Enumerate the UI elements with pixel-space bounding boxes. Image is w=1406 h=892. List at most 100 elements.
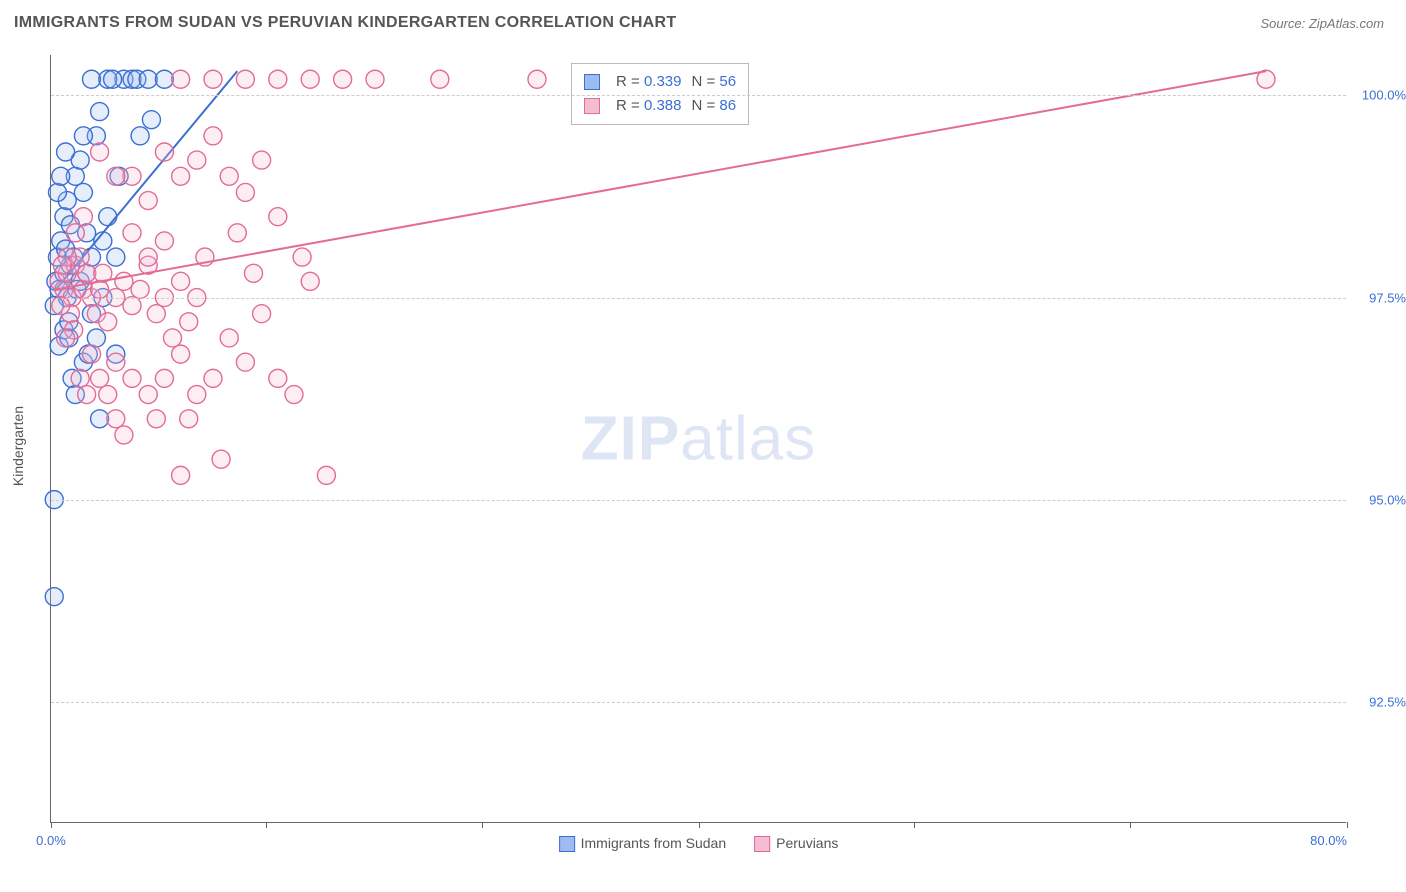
x-tick-label: 80.0%	[1310, 833, 1347, 848]
gridline	[51, 95, 1346, 96]
data-point	[220, 167, 238, 185]
data-point	[155, 143, 173, 161]
x-tick	[1347, 822, 1348, 828]
data-point	[53, 256, 71, 274]
data-point	[131, 127, 149, 145]
data-point	[91, 369, 109, 387]
data-point	[48, 183, 66, 201]
x-tick	[266, 822, 267, 828]
gridline	[51, 298, 1346, 299]
data-point	[188, 386, 206, 404]
data-point	[57, 329, 75, 347]
data-point	[147, 305, 165, 323]
legend-row: R = 0.339N = 56	[584, 70, 736, 94]
data-point	[155, 232, 173, 250]
data-point	[123, 224, 141, 242]
data-point	[52, 167, 70, 185]
data-point	[91, 410, 109, 428]
data-point	[123, 297, 141, 315]
data-point	[172, 345, 190, 363]
data-point	[107, 353, 125, 371]
gridline	[51, 702, 1346, 703]
data-point	[220, 329, 238, 347]
y-tick-label: 92.5%	[1351, 694, 1406, 709]
y-axis-label: Kindergarten	[10, 406, 26, 486]
data-point	[139, 386, 157, 404]
data-point	[269, 70, 287, 88]
data-point	[147, 410, 165, 428]
data-point	[236, 353, 254, 371]
data-point	[172, 70, 190, 88]
data-point	[253, 305, 271, 323]
x-tick	[1130, 822, 1131, 828]
source-label: Source: ZipAtlas.com	[1260, 16, 1384, 31]
chart-title: IMMIGRANTS FROM SUDAN VS PERUVIAN KINDER…	[14, 14, 676, 31]
data-point	[317, 466, 335, 484]
data-point	[78, 386, 96, 404]
data-point	[155, 369, 173, 387]
data-point	[104, 70, 122, 88]
data-point	[91, 103, 109, 121]
data-point	[180, 410, 198, 428]
data-point	[99, 386, 117, 404]
x-tick	[482, 822, 483, 828]
data-point	[74, 208, 92, 226]
data-point	[245, 264, 263, 282]
data-point	[180, 313, 198, 331]
data-point	[172, 167, 190, 185]
data-point	[212, 450, 230, 468]
data-point	[301, 272, 319, 290]
plot-area: ZIPatlas R = 0.339N = 56R = 0.388N = 86 …	[50, 55, 1346, 823]
data-point	[57, 143, 75, 161]
data-point	[74, 183, 92, 201]
data-point	[139, 192, 157, 210]
data-point	[269, 369, 287, 387]
gridline	[51, 500, 1346, 501]
data-point	[87, 329, 105, 347]
data-point	[204, 127, 222, 145]
x-tick	[51, 822, 52, 828]
x-tick-label: 0.0%	[36, 833, 66, 848]
data-point	[115, 426, 133, 444]
data-point	[269, 208, 287, 226]
legend-item: Immigrants from Sudan	[559, 835, 727, 852]
data-point	[204, 369, 222, 387]
data-point	[83, 345, 101, 363]
data-point	[99, 313, 117, 331]
x-tick	[699, 822, 700, 828]
data-point	[334, 70, 352, 88]
data-point	[139, 248, 157, 266]
data-point	[91, 143, 109, 161]
data-point	[172, 466, 190, 484]
data-point	[99, 208, 117, 226]
data-point	[142, 111, 160, 129]
data-point	[71, 369, 89, 387]
legend-item: Peruvians	[754, 835, 838, 852]
data-point	[78, 264, 96, 282]
data-point	[301, 70, 319, 88]
data-point	[139, 70, 157, 88]
scatter-svg	[51, 55, 1346, 822]
data-point	[228, 224, 246, 242]
correlation-legend: R = 0.339N = 56R = 0.388N = 86	[571, 63, 749, 125]
data-point	[107, 248, 125, 266]
y-tick-label: 100.0%	[1351, 88, 1406, 103]
data-point	[74, 127, 92, 145]
data-point	[431, 70, 449, 88]
y-tick-label: 95.0%	[1351, 492, 1406, 507]
data-point	[131, 280, 149, 298]
data-point	[188, 151, 206, 169]
legend-row: R = 0.388N = 86	[584, 94, 736, 118]
data-point	[107, 410, 125, 428]
data-point	[164, 329, 182, 347]
data-point	[155, 70, 173, 88]
x-tick	[914, 822, 915, 828]
data-point	[123, 167, 141, 185]
series-legend: Immigrants from Sudan Peruvians	[559, 835, 839, 852]
data-point	[66, 224, 84, 242]
data-point	[52, 297, 70, 315]
data-point	[253, 151, 271, 169]
y-tick-label: 97.5%	[1351, 290, 1406, 305]
data-point	[236, 70, 254, 88]
data-point	[172, 272, 190, 290]
